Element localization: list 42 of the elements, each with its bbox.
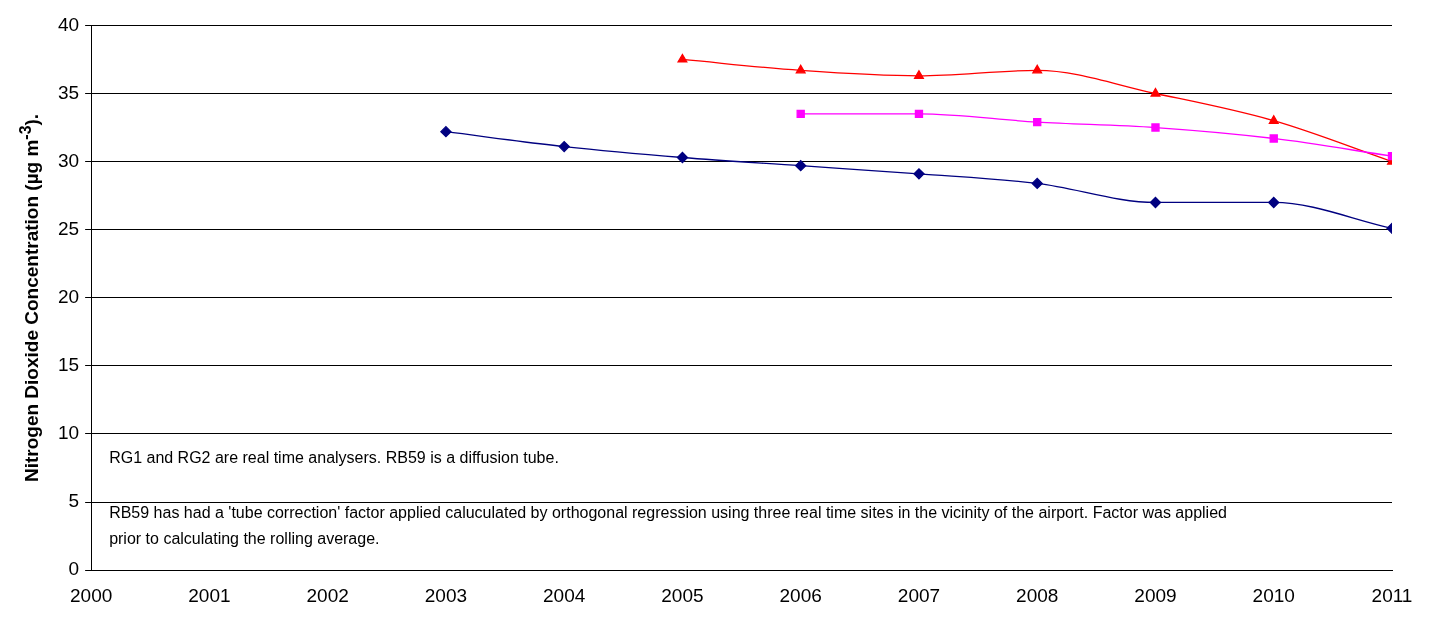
- x-tick-label: 2004: [543, 584, 586, 606]
- x-tick-label: 2006: [779, 584, 822, 606]
- annotation: RG1 and RG2 are real time analysers. RB59 is a diffusion tube.: [109, 448, 559, 466]
- point: [914, 109, 924, 119]
- point: [1151, 123, 1160, 132]
- x-tick-label: 2000: [69, 584, 113, 606]
- x-tick-label: 2007: [897, 584, 941, 606]
- y-tick-label: 20: [57, 286, 80, 308]
- x-tick-label: 2011: [1371, 584, 1413, 606]
- y-tick-label: 35: [57, 81, 80, 103]
- y-tick-label: 5: [68, 490, 80, 512]
- point: [1149, 196, 1162, 209]
- x-tick-label: 2003: [424, 584, 468, 606]
- x-tick-label: 2002: [306, 584, 349, 606]
- x-tick-label: 2010: [1252, 584, 1295, 606]
- point: [1268, 196, 1280, 209]
- point: [913, 168, 925, 180]
- x-tick-label: 2009: [1134, 584, 1177, 606]
- x-tick-label: 2001: [188, 584, 231, 606]
- point: [1150, 87, 1161, 97]
- y-tick-label: 10: [57, 422, 80, 444]
- x-tick-label: 2005: [661, 584, 704, 606]
- point: [677, 53, 688, 63]
- point: [913, 70, 924, 79]
- y-tick-label: 25: [57, 217, 80, 239]
- point: [558, 140, 570, 153]
- x-tick-label: 2008: [1016, 584, 1059, 606]
- point: [1032, 64, 1043, 74]
- point: [795, 64, 806, 74]
- point: [796, 109, 805, 119]
- point: [676, 151, 689, 164]
- y-tick-label: 0: [68, 558, 80, 580]
- point: [440, 125, 452, 138]
- point: [1031, 177, 1043, 190]
- point: [1268, 115, 1279, 124]
- annotation: RB59 has had a 'tube correction' factor applied caluculated by orthogonal regression using three real time sites in the vicinity of the airport. Factor was applied prior to calculating the rolling average.: [109, 504, 1227, 548]
- point: [1033, 117, 1042, 127]
- y-tick-label: 40: [57, 13, 80, 35]
- y-tick-label: 15: [57, 354, 80, 376]
- point: [795, 160, 807, 172]
- y-tick-label: 30: [57, 149, 80, 171]
- point: [1269, 134, 1278, 143]
